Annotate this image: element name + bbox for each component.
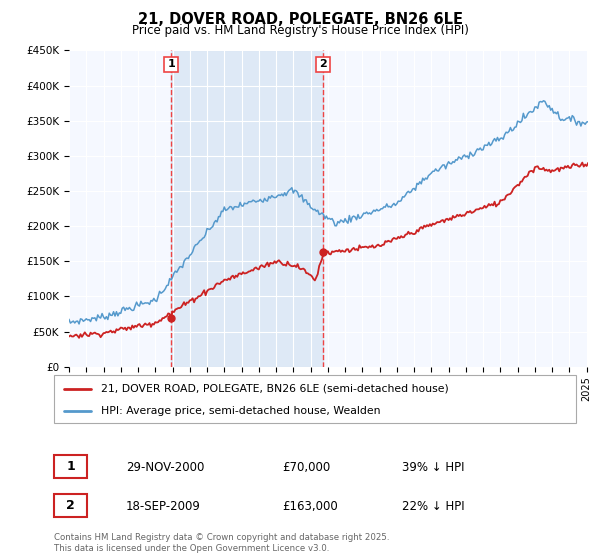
Text: 2: 2 (319, 59, 327, 69)
Text: 21, DOVER ROAD, POLEGATE, BN26 6LE (semi-detached house): 21, DOVER ROAD, POLEGATE, BN26 6LE (semi… (101, 384, 449, 394)
Text: 29-NOV-2000: 29-NOV-2000 (126, 461, 205, 474)
Text: 1: 1 (167, 59, 175, 69)
Text: HPI: Average price, semi-detached house, Wealden: HPI: Average price, semi-detached house,… (101, 406, 380, 416)
Text: 1: 1 (66, 460, 75, 473)
FancyBboxPatch shape (54, 375, 576, 423)
Text: 2: 2 (66, 499, 75, 512)
Text: £163,000: £163,000 (282, 500, 338, 514)
Text: 39% ↓ HPI: 39% ↓ HPI (402, 461, 464, 474)
Text: 22% ↓ HPI: 22% ↓ HPI (402, 500, 464, 514)
Text: Price paid vs. HM Land Registry's House Price Index (HPI): Price paid vs. HM Land Registry's House … (131, 24, 469, 36)
FancyBboxPatch shape (54, 455, 87, 478)
Text: Contains HM Land Registry data © Crown copyright and database right 2025.
This d: Contains HM Land Registry data © Crown c… (54, 533, 389, 553)
Bar (171, 50, 323, 367)
Text: 21, DOVER ROAD, POLEGATE, BN26 6LE: 21, DOVER ROAD, POLEGATE, BN26 6LE (137, 12, 463, 27)
FancyBboxPatch shape (54, 494, 87, 517)
Text: 18-SEP-2009: 18-SEP-2009 (126, 500, 201, 514)
Text: £70,000: £70,000 (282, 461, 330, 474)
